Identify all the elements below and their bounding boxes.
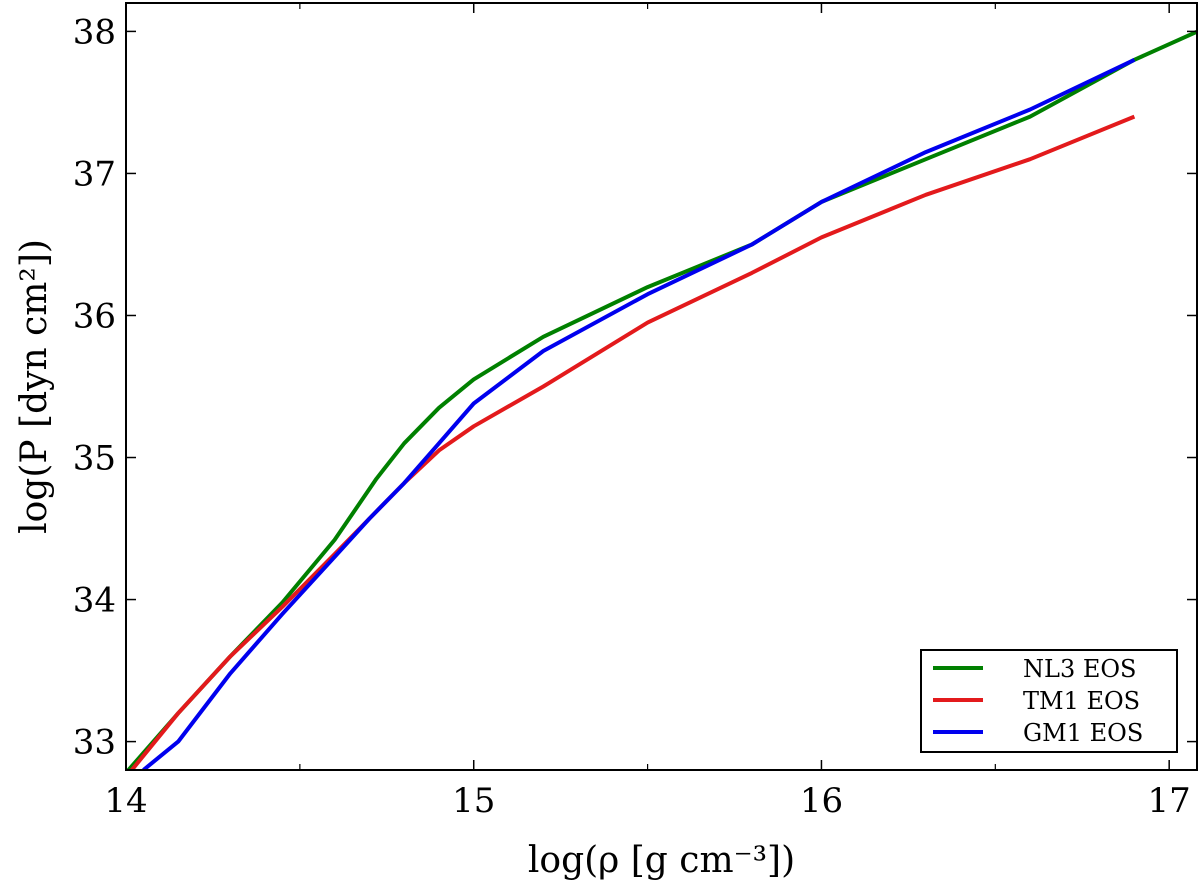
x-tick-label: 17 [1148, 781, 1191, 821]
y-tick-label: 37 [73, 154, 116, 194]
y-tick-label: 38 [73, 12, 116, 52]
x-tick-label: 14 [104, 781, 147, 821]
legend: NL3 EOS TM1 EOS GM1 EOS [920, 649, 1178, 753]
y-axis-label: log(P [dyn cm²]) [14, 239, 55, 534]
series-line-nl3 [126, 29, 1197, 770]
y-tick-label: 36 [73, 296, 116, 336]
y-tick-label: 34 [73, 581, 116, 621]
legend-label: TM1 EOS [1023, 687, 1140, 715]
x-axis-label: log(ρ [g cm⁻³]) [528, 840, 795, 881]
x-tick-label: 15 [452, 781, 495, 821]
series-line-gm1 [142, 57, 1136, 770]
legend-label: GM1 EOS [1023, 719, 1143, 747]
series-line-tm1 [129, 114, 1136, 770]
x-tick-label: 16 [800, 781, 843, 821]
plot-frame [125, 2, 1198, 771]
tick-layer: 14 15 16 17 33 34 35 36 37 38 [73, 3, 1197, 821]
y-tick-label: 33 [73, 723, 116, 763]
y-tick-label: 35 [73, 439, 116, 479]
legend-label: NL3 EOS [1023, 655, 1136, 683]
series-layer [126, 29, 1197, 770]
